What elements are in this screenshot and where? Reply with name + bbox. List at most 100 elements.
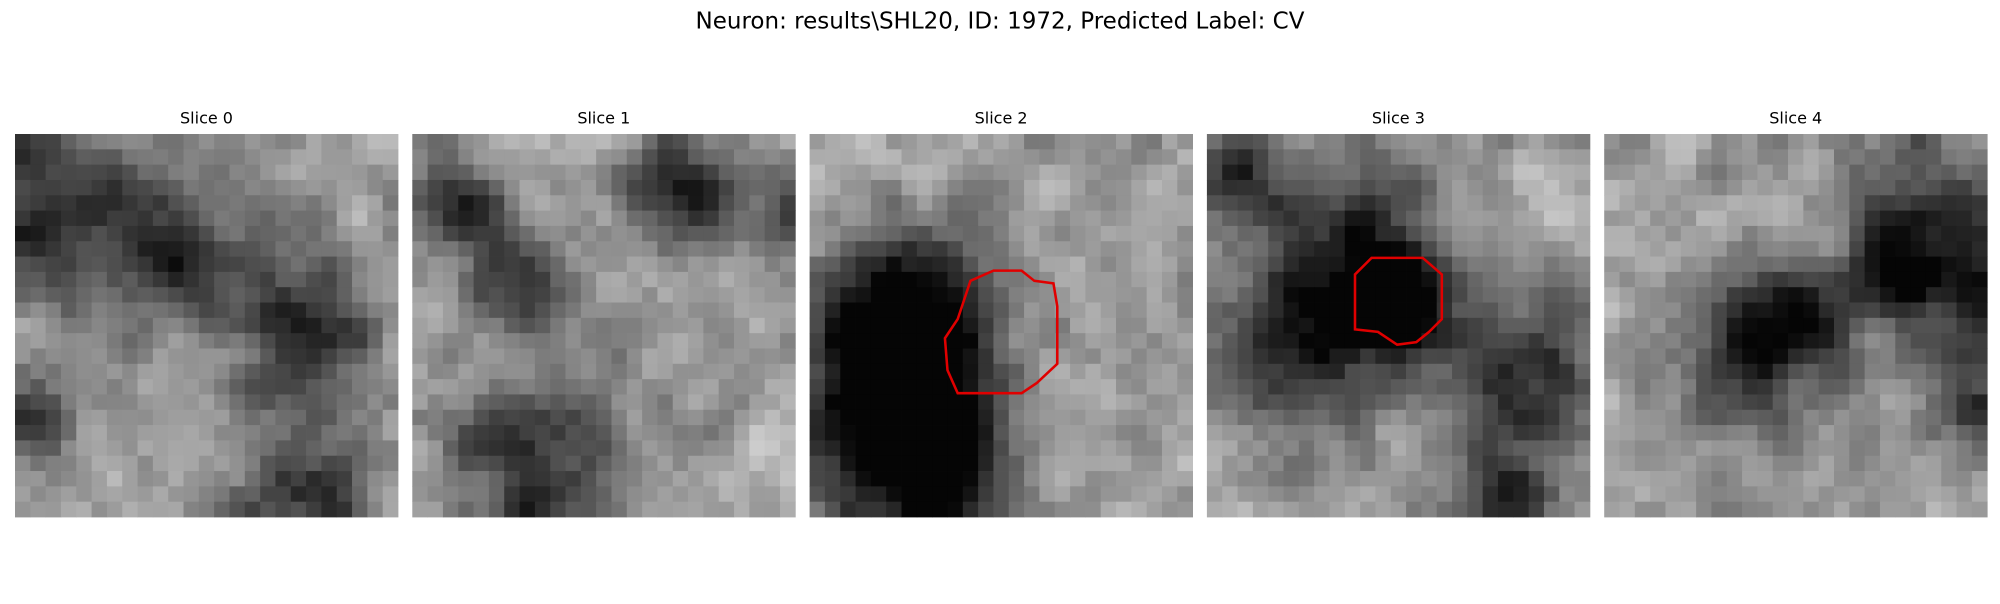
- image-pixel: [978, 425, 994, 441]
- image-pixel: [1024, 287, 1040, 303]
- image-pixel: [1360, 394, 1376, 411]
- image-pixel: [1910, 425, 1927, 441]
- image-pixel: [855, 455, 872, 472]
- image-pixel: [734, 149, 750, 166]
- image-pixel: [749, 440, 766, 457]
- image-pixel: [1971, 379, 1988, 395]
- image-pixel: [306, 317, 322, 334]
- image-pixel: [367, 302, 384, 319]
- image-pixel: [947, 348, 964, 365]
- image-pixel: [1268, 210, 1284, 227]
- image-pixel: [993, 164, 1010, 181]
- image-pixel: [1757, 271, 1774, 288]
- image-pixel: [1421, 271, 1438, 288]
- image-pixel: [534, 409, 551, 426]
- image-pixel: [1329, 271, 1346, 288]
- image-pixel: [76, 501, 92, 518]
- image-pixel: [504, 134, 520, 150]
- image-pixel: [427, 210, 444, 227]
- image-pixel: [137, 486, 154, 503]
- image-pixel: [367, 333, 384, 349]
- image-pixel: [855, 317, 872, 334]
- image-pixel: [198, 302, 215, 319]
- image-pixel: [1268, 425, 1284, 441]
- image-pixel: [1834, 210, 1850, 227]
- image-pixel: [947, 455, 964, 472]
- image-pixel: [1834, 179, 1850, 196]
- image-pixel: [1039, 179, 1056, 196]
- image-pixel: [1971, 287, 1988, 303]
- image-pixel: [932, 333, 948, 349]
- image-pixel: [1574, 501, 1591, 518]
- image-pixel: [1390, 317, 1407, 334]
- image-pixel: [1513, 348, 1530, 365]
- image-pixel: [367, 271, 384, 288]
- image-pixel: [488, 287, 505, 303]
- image-pixel: [1482, 425, 1499, 441]
- image-pixel: [1665, 348, 1682, 365]
- image-pixel: [519, 134, 536, 150]
- image-pixel: [1971, 486, 1988, 503]
- image-pixel: [1497, 440, 1514, 457]
- image-pixel: [183, 440, 200, 457]
- image-pixel: [1206, 471, 1223, 487]
- image-pixel: [855, 225, 872, 242]
- image-pixel: [550, 486, 566, 503]
- image-pixel: [1008, 225, 1025, 242]
- image-pixel: [1100, 486, 1117, 503]
- image-pixel: [290, 455, 307, 472]
- image-pixel: [978, 501, 994, 518]
- image-pixel: [30, 394, 47, 411]
- image-pixel: [1680, 363, 1697, 380]
- image-pixel: [657, 271, 674, 288]
- image-pixel: [1680, 302, 1697, 319]
- image-pixel: [1085, 409, 1102, 426]
- image-pixel: [1849, 287, 1866, 303]
- image-pixel: [1513, 195, 1530, 211]
- image-pixel: [1421, 486, 1438, 503]
- image-pixel: [412, 379, 429, 395]
- image-pixel: [427, 225, 444, 242]
- image-pixel: [1375, 363, 1392, 380]
- image-pixel: [1467, 440, 1484, 457]
- image-pixel: [626, 409, 643, 426]
- image-pixel: [1206, 317, 1223, 334]
- image-pixel: [45, 302, 62, 319]
- image-pixel: [916, 333, 933, 349]
- image-pixel: [932, 179, 948, 196]
- image-pixel: [1329, 287, 1346, 303]
- image-pixel: [488, 471, 505, 487]
- image-pixel: [916, 471, 933, 487]
- image-pixel: [1895, 179, 1911, 196]
- image-pixel: [978, 379, 994, 395]
- image-pixel: [1344, 333, 1361, 349]
- image-pixel: [442, 486, 459, 503]
- image-pixel: [824, 317, 841, 334]
- image-pixel: [106, 210, 123, 227]
- image-pixel: [764, 164, 781, 181]
- image-pixel: [1252, 225, 1269, 242]
- image-pixel: [1268, 486, 1284, 503]
- image-pixel: [718, 241, 735, 257]
- image-pixel: [1757, 241, 1774, 257]
- image-pixel: [260, 363, 276, 380]
- image-pixel: [275, 394, 292, 411]
- image-pixel: [1360, 225, 1376, 242]
- image-pixel: [382, 164, 399, 181]
- image-pixel: [932, 195, 948, 211]
- image-pixel: [1497, 256, 1514, 273]
- image-pixel: [1879, 271, 1896, 288]
- image-pixel: [1116, 241, 1132, 257]
- image-pixel: [1742, 241, 1758, 257]
- image-pixel: [855, 471, 872, 487]
- image-pixel: [962, 379, 979, 395]
- image-pixel: [550, 179, 566, 196]
- image-pixel: [1467, 409, 1484, 426]
- image-pixel: [855, 333, 872, 349]
- image-pixel: [427, 394, 444, 411]
- image-pixel: [611, 302, 628, 319]
- image-pixel: [1834, 501, 1850, 518]
- image-pixel: [978, 333, 994, 349]
- image-pixel: [1543, 348, 1560, 365]
- image-pixel: [214, 287, 230, 303]
